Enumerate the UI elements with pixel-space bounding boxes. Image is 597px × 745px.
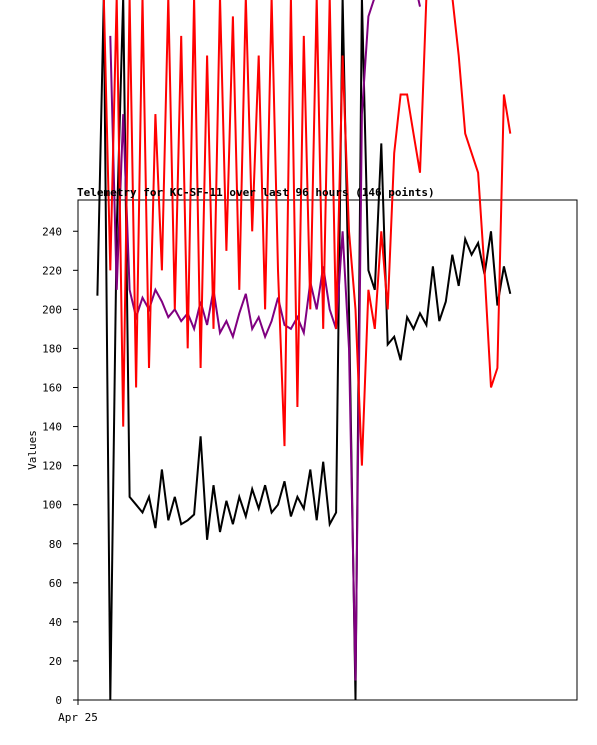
y-tick-label: 0 <box>55 694 62 707</box>
plot-frame <box>77 199 578 701</box>
x-tick-label: Apr 25 <box>58 711 98 724</box>
y-tick-label: 160 <box>42 382 62 395</box>
y-tick-label: 140 <box>42 421 62 434</box>
series-line <box>102 0 512 466</box>
y-tick-label: 60 <box>49 577 62 590</box>
y-tick-label: 120 <box>42 460 62 473</box>
chart-title: Telemetry for KC-SF-11 over last 96 hour… <box>77 186 435 199</box>
y-tick-label: 180 <box>42 342 62 355</box>
series-layer <box>96 0 512 701</box>
y-tick-label: 80 <box>49 538 62 551</box>
y-tick-label: 200 <box>42 303 62 316</box>
series-line <box>109 0 421 681</box>
y-tick-label: 100 <box>42 499 62 512</box>
y-axis-label: Values <box>26 430 39 470</box>
y-tick-label: 20 <box>49 655 62 668</box>
y-tick-label: 240 <box>42 225 62 238</box>
series-line <box>96 0 512 701</box>
y-tick-label: 220 <box>42 264 62 277</box>
y-tick-label: 40 <box>49 616 62 629</box>
